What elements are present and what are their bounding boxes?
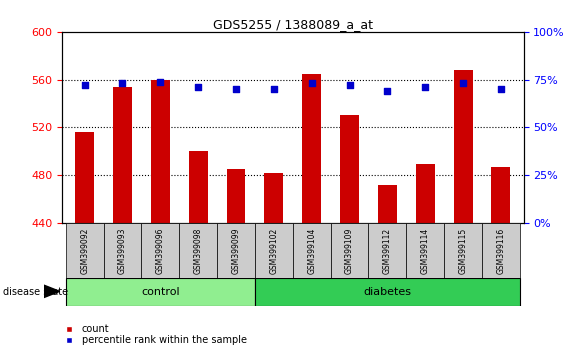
Text: GSM399098: GSM399098 [194,227,203,274]
Text: control: control [141,287,180,297]
Bar [141,223,179,278]
Bar [444,223,482,278]
Text: GSM399115: GSM399115 [458,227,467,274]
Bar [406,223,444,278]
Text: GSM399092: GSM399092 [80,227,89,274]
Text: GSM399102: GSM399102 [269,227,278,274]
Text: GSM399112: GSM399112 [383,227,392,274]
Bar [66,278,255,306]
Bar [66,223,104,278]
Point [383,88,392,94]
Polygon shape [44,285,60,297]
Point [269,86,278,92]
Bar [113,87,132,223]
Point [421,85,430,90]
Text: disease state: disease state [3,287,68,297]
Text: GSM399109: GSM399109 [345,227,354,274]
Point [118,81,127,86]
Bar [255,278,520,306]
Text: GSM399093: GSM399093 [118,227,127,274]
Text: GSM399096: GSM399096 [156,227,165,274]
Point [345,82,354,88]
Bar [151,80,170,223]
Bar [189,152,208,223]
Text: GSM399114: GSM399114 [421,227,430,274]
Point [458,81,467,86]
Bar [255,223,293,278]
Bar [330,223,368,278]
Bar [104,223,141,278]
Bar [378,185,397,223]
Bar [491,167,510,223]
Bar [415,165,435,223]
Point [156,79,165,84]
Text: GSM399104: GSM399104 [307,227,316,274]
Point [194,85,203,90]
Bar [75,132,94,223]
Bar [368,223,406,278]
Bar [302,74,321,223]
Bar [226,169,245,223]
Bar [482,223,520,278]
Point [80,82,89,88]
Text: GSM399116: GSM399116 [497,227,506,274]
Legend: count, percentile rank within the sample: count, percentile rank within the sample [56,320,251,349]
Point [307,81,316,86]
Text: GSM399099: GSM399099 [231,227,240,274]
Point [231,86,240,92]
Text: diabetes: diabetes [363,287,412,297]
Bar [179,223,217,278]
Bar [340,115,359,223]
Bar [454,70,472,223]
Bar [265,173,283,223]
Bar [293,223,330,278]
Title: GDS5255 / 1388089_a_at: GDS5255 / 1388089_a_at [213,18,373,31]
Bar [217,223,255,278]
Point [497,86,506,92]
